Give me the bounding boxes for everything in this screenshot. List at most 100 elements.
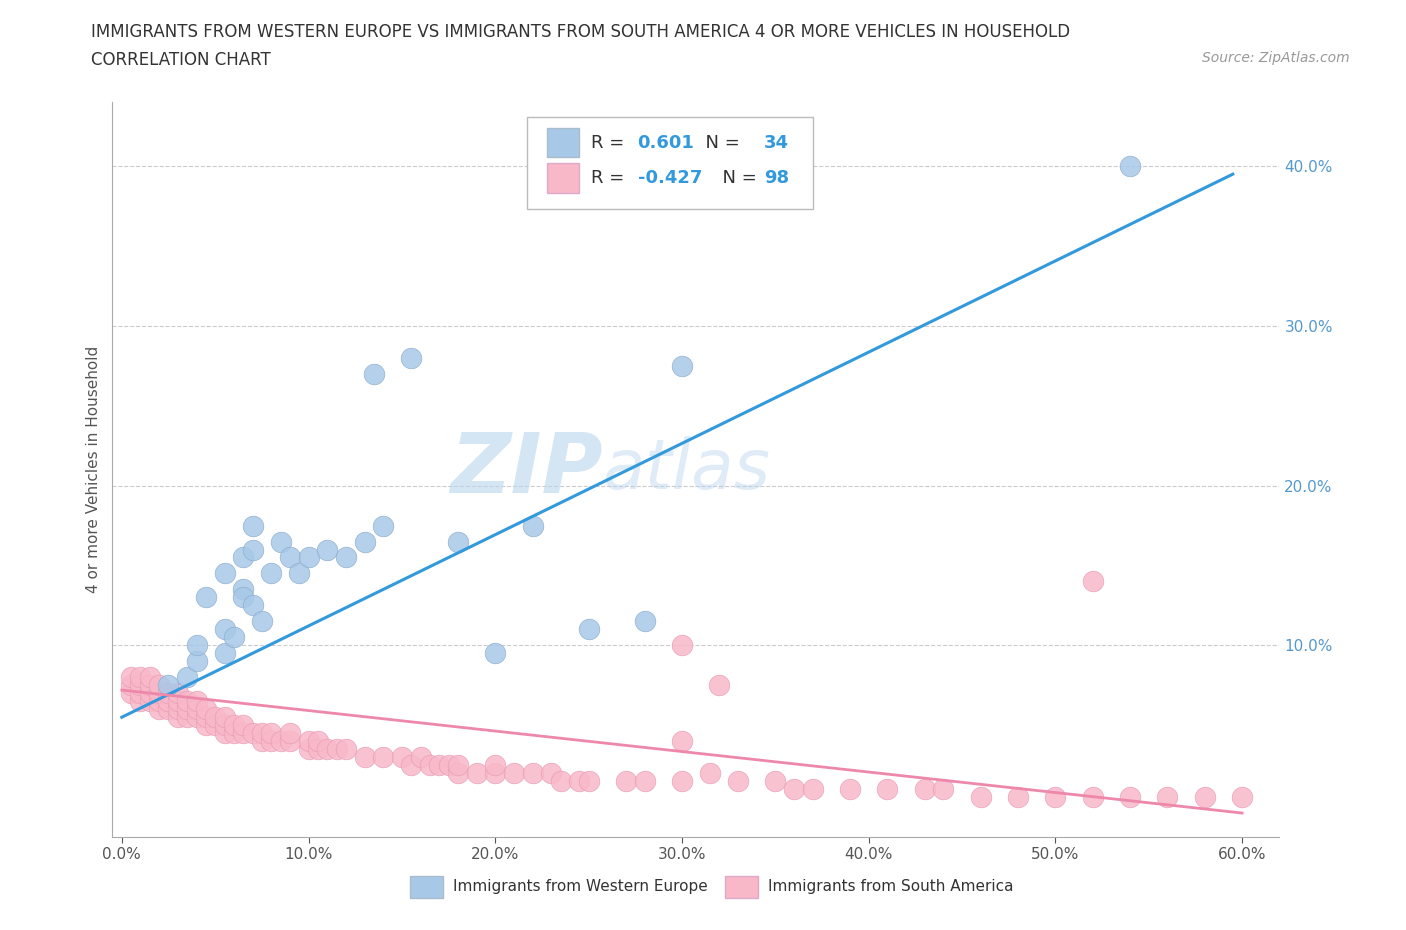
- Point: [763, 774, 786, 789]
- Point: [335, 742, 357, 757]
- Point: [727, 774, 749, 789]
- Point: [316, 742, 339, 757]
- Point: [437, 758, 460, 773]
- Point: [1081, 790, 1104, 804]
- Point: [176, 702, 198, 717]
- Point: [232, 725, 254, 740]
- Point: [1007, 790, 1029, 804]
- Point: [932, 781, 955, 796]
- Point: [278, 725, 301, 740]
- Point: [120, 685, 142, 700]
- Point: [129, 685, 152, 700]
- Point: [166, 702, 188, 717]
- Text: 34: 34: [763, 134, 789, 152]
- Point: [232, 718, 254, 733]
- Point: [157, 702, 180, 717]
- Point: [297, 742, 319, 757]
- Point: [550, 774, 572, 789]
- Point: [176, 694, 198, 709]
- Point: [242, 725, 264, 740]
- Point: [214, 725, 236, 740]
- Point: [242, 598, 264, 613]
- Point: [250, 614, 273, 629]
- Point: [129, 670, 152, 684]
- Point: [148, 702, 170, 717]
- Point: [465, 765, 488, 780]
- Point: [242, 542, 264, 557]
- Text: atlas: atlas: [603, 436, 770, 503]
- Point: [1230, 790, 1253, 804]
- Point: [373, 750, 395, 764]
- Point: [222, 725, 245, 740]
- Point: [214, 566, 236, 581]
- Point: [139, 694, 162, 709]
- Text: Source: ZipAtlas.com: Source: ZipAtlas.com: [1202, 51, 1350, 65]
- Point: [1045, 790, 1067, 804]
- Point: [1194, 790, 1216, 804]
- Point: [260, 566, 283, 581]
- Point: [278, 550, 301, 565]
- Point: [399, 351, 422, 365]
- Point: [391, 750, 413, 764]
- Text: 98: 98: [763, 169, 789, 187]
- Point: [157, 685, 180, 700]
- Y-axis label: 4 or more Vehicles in Household: 4 or more Vehicles in Household: [86, 346, 101, 593]
- Point: [484, 765, 506, 780]
- Point: [139, 670, 162, 684]
- Point: [166, 694, 188, 709]
- Point: [232, 590, 254, 604]
- Point: [204, 718, 226, 733]
- Point: [307, 742, 329, 757]
- Point: [307, 734, 329, 749]
- Point: [419, 758, 441, 773]
- Point: [447, 758, 470, 773]
- Point: [157, 678, 180, 693]
- Point: [260, 734, 283, 749]
- Point: [633, 774, 655, 789]
- Point: [250, 725, 273, 740]
- Point: [633, 614, 655, 629]
- Point: [325, 742, 347, 757]
- FancyBboxPatch shape: [725, 876, 758, 898]
- Point: [278, 734, 301, 749]
- Point: [186, 654, 208, 669]
- Point: [139, 685, 162, 700]
- Point: [120, 678, 142, 693]
- Point: [166, 710, 188, 724]
- Point: [214, 622, 236, 637]
- Point: [1119, 159, 1142, 174]
- Point: [222, 630, 245, 644]
- Point: [194, 702, 217, 717]
- Text: N =: N =: [711, 169, 762, 187]
- Point: [522, 518, 544, 533]
- Text: CORRELATION CHART: CORRELATION CHART: [91, 51, 271, 69]
- Text: ZIP: ZIP: [450, 429, 603, 511]
- Point: [176, 710, 198, 724]
- Point: [914, 781, 936, 796]
- Point: [214, 718, 236, 733]
- Point: [614, 774, 637, 789]
- Point: [157, 694, 180, 709]
- Point: [801, 781, 824, 796]
- Point: [427, 758, 450, 773]
- Text: 0.601: 0.601: [638, 134, 695, 152]
- FancyBboxPatch shape: [547, 128, 579, 157]
- Point: [148, 685, 170, 700]
- Point: [1119, 790, 1142, 804]
- Point: [186, 702, 208, 717]
- Point: [373, 518, 395, 533]
- Text: -0.427: -0.427: [638, 169, 702, 187]
- Point: [129, 694, 152, 709]
- Point: [194, 710, 217, 724]
- FancyBboxPatch shape: [547, 164, 579, 193]
- Text: R =: R =: [591, 169, 630, 187]
- Point: [120, 670, 142, 684]
- Point: [970, 790, 993, 804]
- Point: [578, 774, 600, 789]
- Point: [399, 758, 422, 773]
- Point: [363, 366, 385, 381]
- Text: R =: R =: [591, 134, 630, 152]
- Point: [148, 678, 170, 693]
- Text: N =: N =: [693, 134, 745, 152]
- Point: [578, 622, 600, 637]
